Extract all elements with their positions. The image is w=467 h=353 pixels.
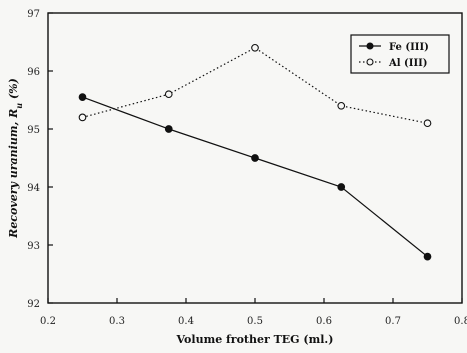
series-2-point: [164, 90, 173, 99]
x-tick-label: 0.6: [316, 316, 332, 327]
series-1-point: [78, 93, 87, 101]
y-tick-label: 94: [27, 183, 40, 194]
series-1-point: [164, 125, 173, 133]
legend: Fe (III) Al (III): [350, 34, 450, 74]
x-tick-label: 0.8: [454, 316, 467, 327]
series-1-point: [423, 252, 432, 261]
series-line-1: [82, 96, 428, 258]
legend-swatch-marker: [366, 42, 374, 50]
x-tick-label: 0.3: [109, 316, 125, 327]
legend-swatch-marker: [366, 58, 374, 66]
x-tick-label: 0.7: [385, 316, 401, 327]
x-tick-label: 0.5: [247, 316, 263, 327]
legend-label: Fe (III): [389, 42, 429, 53]
legend-label: Al (III): [388, 58, 428, 69]
legend-box: [350, 34, 450, 74]
y-tick-label: 97: [27, 9, 40, 20]
series-2-point: [337, 101, 346, 110]
y-axis-label: Recovery uranium, Ru (%): [7, 78, 24, 239]
y-tick-label: 95: [27, 125, 40, 136]
y-tick-label: 96: [27, 67, 40, 78]
series-1-point: [337, 183, 346, 191]
series-layer: [78, 43, 432, 261]
x-axis-label: Volume frother TEG (ml.): [176, 333, 334, 346]
series-line-2: [82, 47, 428, 124]
axes-layer: 92 93 94 95 96 97 0.2 0.3 0.4 0.5 0.6 0.7 0.8 Volume …: [7, 9, 467, 346]
x-tick-label: 0.2: [40, 316, 56, 327]
y-tick-label: 93: [27, 241, 40, 252]
series-2-point: [78, 113, 87, 122]
x-tick-label: 0.4: [178, 316, 194, 327]
series-2-point: [423, 119, 432, 128]
y-tick-label: 92: [27, 299, 40, 310]
series-1-point: [251, 154, 259, 162]
series-2-point: [251, 43, 259, 52]
